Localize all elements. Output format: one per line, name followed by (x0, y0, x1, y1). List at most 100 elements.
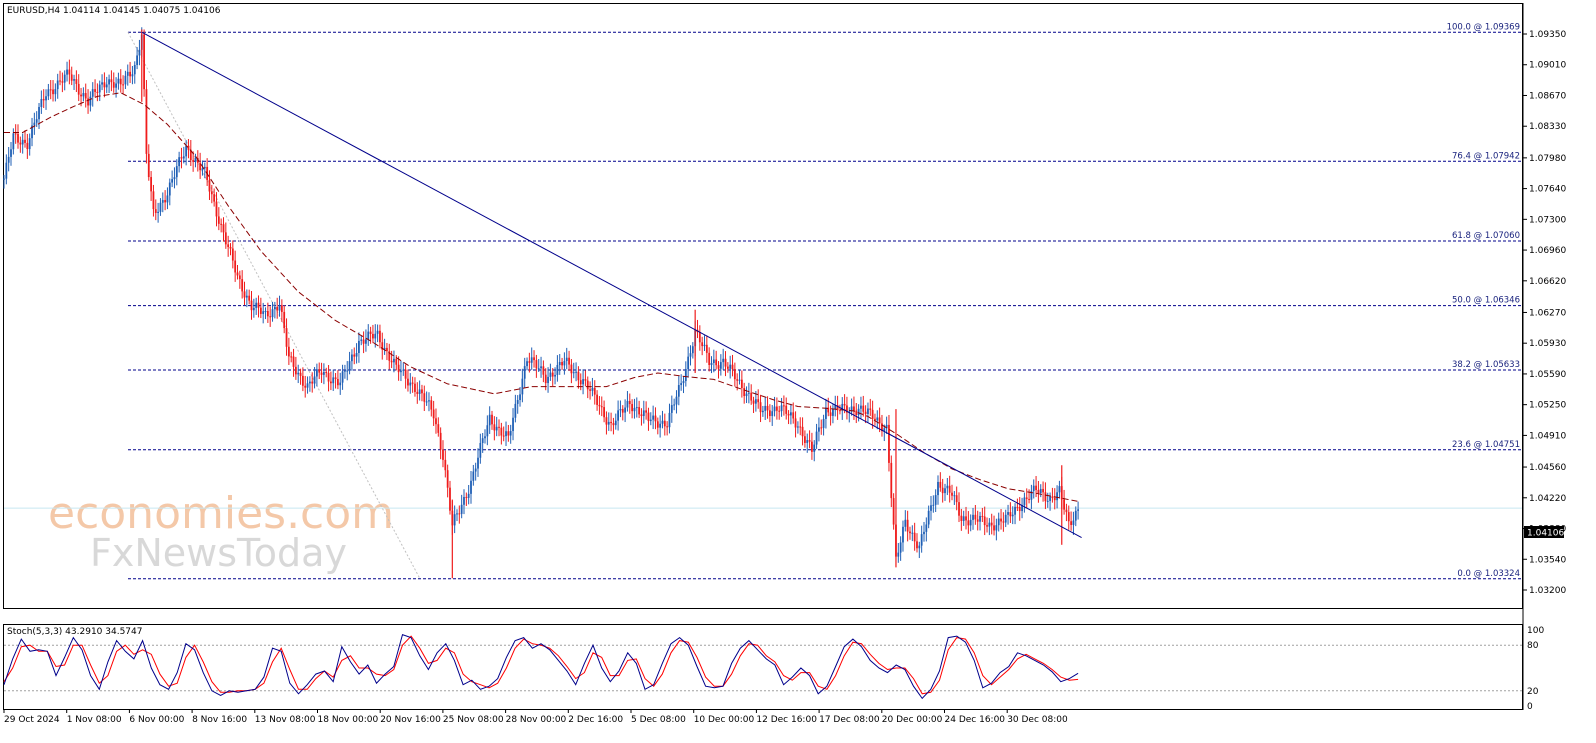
candle-body (649, 419, 652, 422)
price-tick-label: 1.06620 (1529, 277, 1566, 287)
candle-body (82, 93, 85, 97)
candle-body (484, 436, 486, 439)
candle-body (698, 332, 701, 343)
candle-body (80, 94, 82, 97)
candle-body (397, 364, 400, 373)
candle-body (14, 133, 17, 135)
candle-body (248, 295, 251, 301)
candle-body (818, 427, 820, 432)
candle-body (904, 519, 907, 527)
candle-body (939, 481, 942, 488)
candle-body (960, 515, 963, 521)
price-tick-label: 1.05590 (1529, 370, 1566, 380)
candle-body (514, 403, 517, 418)
candle-body (26, 142, 29, 150)
price-tick-label: 1.03200 (1529, 586, 1566, 596)
fibonacci-levels: 100.0 @ 1.09369 76.4 @ 1.07942 61.8 @ 1.07… (128, 22, 1522, 580)
candle-body (84, 93, 87, 99)
candle-body (995, 525, 998, 531)
candle-body (1072, 520, 1075, 525)
candle-body (477, 457, 479, 469)
candle-body (108, 79, 110, 85)
candle-body (1046, 500, 1049, 502)
candle-body (358, 340, 360, 354)
candle-body (339, 382, 342, 386)
candle-body (481, 438, 484, 443)
candle-body (691, 346, 694, 354)
candle-body (689, 353, 692, 357)
candle-body (533, 357, 535, 361)
candle-body (266, 311, 269, 317)
candle-body (1023, 497, 1026, 506)
candle-body (586, 380, 589, 390)
time-tick-label: 12 Dec 16:00 (756, 715, 817, 725)
candle-body (465, 496, 468, 498)
price-tick-label: 1.03540 (1529, 555, 1566, 565)
candle-body (710, 362, 713, 366)
candle-body (733, 369, 736, 380)
candle-body (194, 158, 197, 162)
candle-body (507, 431, 510, 436)
candle-body (138, 49, 141, 56)
candle-body (257, 302, 260, 308)
candle-body (811, 441, 813, 452)
candle-body (446, 470, 449, 488)
fib-level-label: 0.0 @ 1.03324 (1457, 569, 1520, 579)
candle-body (822, 418, 825, 428)
candle-body (965, 516, 967, 521)
candle-body (87, 98, 89, 106)
candle-body (747, 392, 750, 394)
candle-body (785, 405, 788, 414)
candle-body (498, 426, 500, 428)
candle-body (719, 362, 722, 369)
candle-body (348, 361, 351, 371)
candle-body (297, 372, 300, 375)
candle-body (152, 191, 155, 210)
candle-body (605, 417, 608, 425)
candle-body (869, 408, 872, 410)
candle-body (131, 74, 134, 77)
candle-body (117, 78, 120, 84)
candle-body (322, 372, 325, 375)
candle-body (304, 385, 307, 388)
candle-body (187, 145, 190, 150)
candle-body (888, 424, 890, 463)
candle-body (1074, 510, 1077, 521)
time-tick-label: 17 Dec 08:00 (819, 715, 880, 725)
candle-body (3, 178, 5, 180)
candle-body (986, 525, 988, 527)
candle-body (708, 352, 711, 366)
candle-body (530, 357, 533, 363)
candle-body (40, 99, 43, 107)
fib-level-label: 76.4 @ 1.07942 (1452, 151, 1520, 161)
candle-body (98, 84, 101, 93)
candle-body (252, 307, 255, 311)
candle-body (330, 381, 332, 384)
candle-body (33, 122, 36, 126)
candle-body (442, 449, 444, 460)
candle-body (31, 125, 33, 139)
candle-body (663, 420, 666, 427)
candle-body (337, 379, 339, 386)
candle-body (59, 80, 61, 82)
candle-body (318, 369, 321, 373)
candle-body (589, 389, 591, 391)
candle-body (75, 79, 78, 84)
candle-body (523, 366, 526, 379)
candle-body (21, 139, 24, 145)
candle-body (101, 82, 103, 85)
candle-body (1044, 492, 1047, 502)
candle-body (17, 133, 19, 143)
candle-body (794, 418, 797, 428)
candle-body (843, 403, 846, 406)
candle-body (701, 342, 704, 347)
candle-body (937, 481, 939, 496)
candle-body (920, 534, 923, 546)
candle-body (839, 410, 841, 412)
candle-body (61, 81, 64, 83)
candle-body (561, 362, 563, 366)
candle-body (38, 106, 40, 120)
downtrend-line (141, 31, 1082, 539)
price-tick-label: 1.08330 (1529, 122, 1566, 132)
